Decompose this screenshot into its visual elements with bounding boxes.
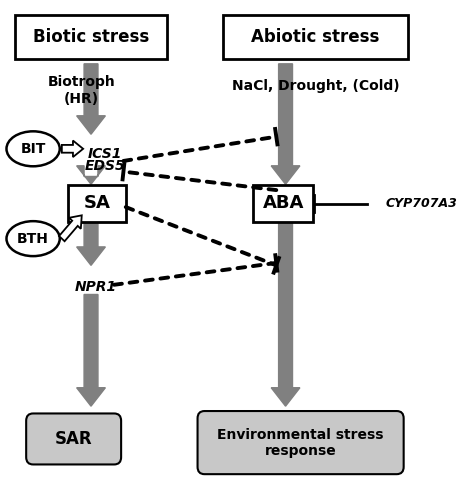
- Polygon shape: [77, 222, 105, 265]
- FancyBboxPatch shape: [26, 413, 121, 465]
- Text: Biotic stress: Biotic stress: [33, 28, 149, 46]
- FancyBboxPatch shape: [198, 411, 404, 474]
- Polygon shape: [59, 215, 82, 241]
- Ellipse shape: [7, 221, 60, 256]
- Polygon shape: [77, 295, 105, 406]
- FancyBboxPatch shape: [68, 185, 126, 222]
- Polygon shape: [62, 141, 83, 157]
- Text: NPR1: NPR1: [74, 280, 117, 294]
- FancyBboxPatch shape: [223, 15, 408, 59]
- Text: Environmental stress
response: Environmental stress response: [218, 428, 384, 458]
- Text: ABA: ABA: [263, 194, 304, 212]
- Polygon shape: [271, 64, 300, 184]
- Text: Abiotic stress: Abiotic stress: [252, 28, 380, 46]
- FancyBboxPatch shape: [15, 15, 167, 59]
- Text: BTH: BTH: [17, 232, 49, 245]
- Text: CYP707A3: CYP707A3: [385, 197, 457, 210]
- FancyBboxPatch shape: [253, 185, 313, 222]
- Text: ICS1: ICS1: [88, 147, 122, 161]
- Text: SAR: SAR: [55, 430, 92, 448]
- Text: Biotroph
(HR): Biotroph (HR): [48, 75, 116, 106]
- Polygon shape: [271, 222, 300, 406]
- Text: SA: SA: [83, 194, 110, 212]
- Text: BIT: BIT: [20, 142, 46, 156]
- Ellipse shape: [7, 131, 60, 166]
- Text: EDS5: EDS5: [84, 159, 125, 173]
- Polygon shape: [77, 166, 105, 184]
- Text: NaCl, Drought, (Cold): NaCl, Drought, (Cold): [232, 79, 400, 93]
- Polygon shape: [77, 64, 105, 134]
